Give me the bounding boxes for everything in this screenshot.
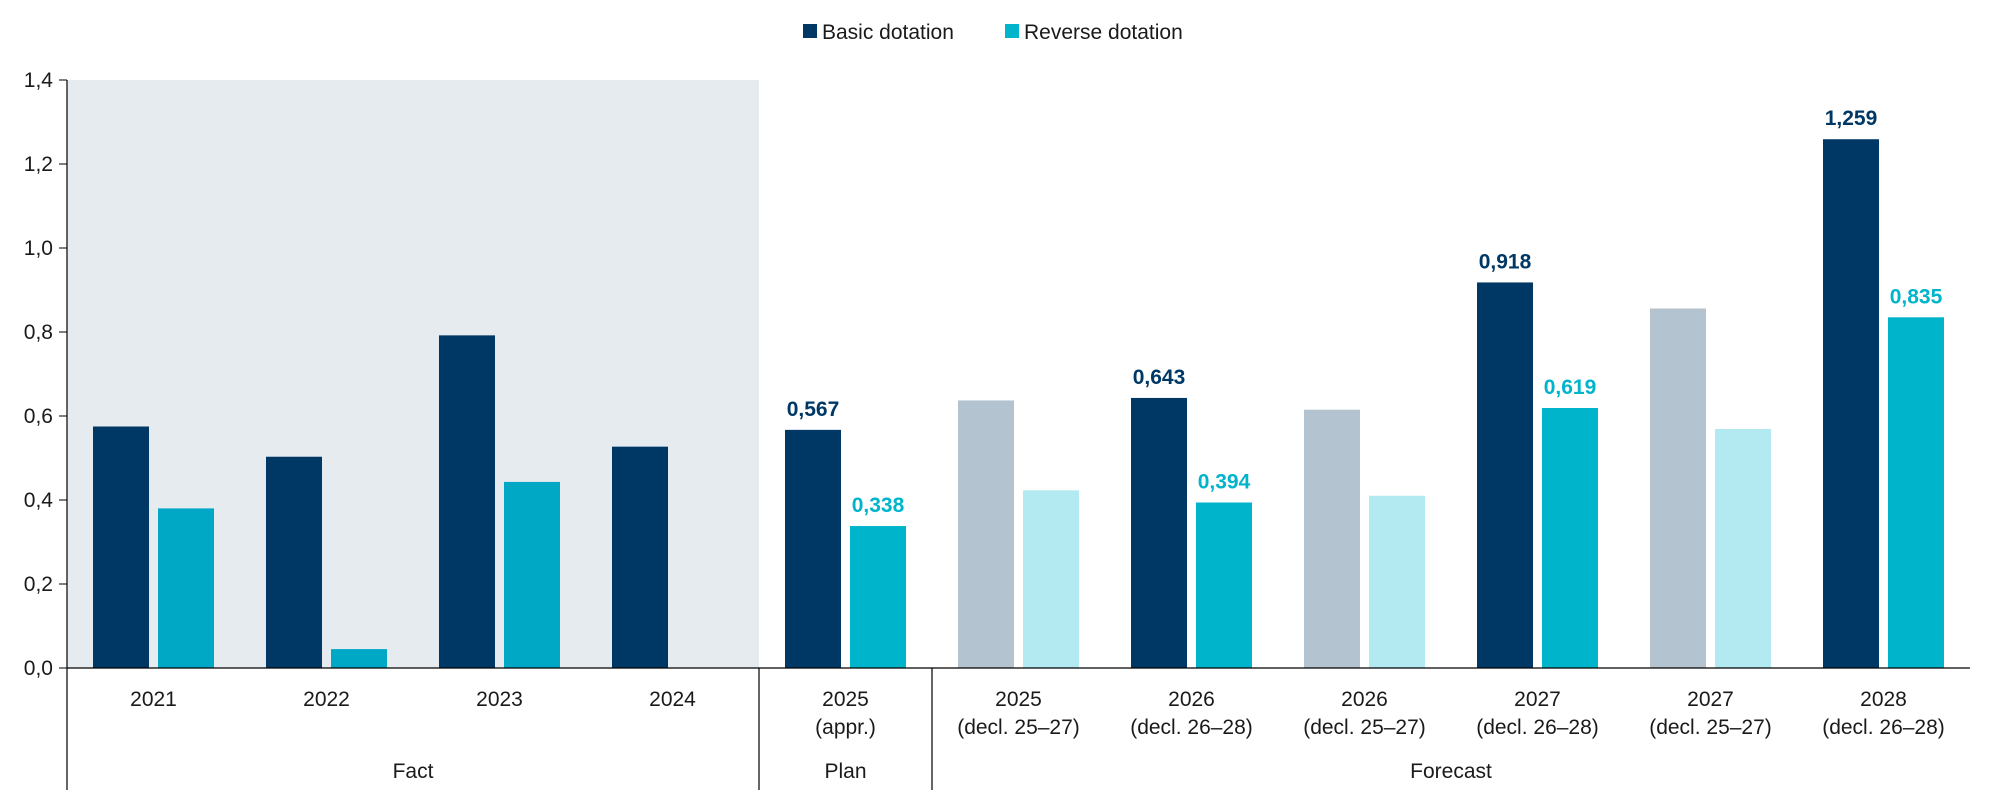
bar-reverse-dotation bbox=[1542, 408, 1598, 668]
plot-area: 0,0 0,2 0,4 0,6 0,8 1,0 1,2 1,4 0,567 0,643 0,918 1… bbox=[24, 69, 1970, 790]
category-sublabel: (decl. 25–27) bbox=[1649, 716, 1772, 739]
category-sublabel: (appr.) bbox=[815, 716, 876, 739]
category-label: 2023 bbox=[476, 688, 523, 711]
group-label: Fact bbox=[393, 760, 434, 783]
bar-basic-dotation bbox=[1650, 308, 1706, 668]
y-tick-label: 0,0 bbox=[24, 657, 53, 680]
category-label: 2025 bbox=[822, 688, 869, 711]
y-tick-label: 0,2 bbox=[24, 573, 53, 596]
category-sublabel: (decl. 25–27) bbox=[1303, 716, 1426, 739]
bar-basic-dotation bbox=[93, 426, 149, 668]
bar-reverse-dotation bbox=[1715, 429, 1771, 668]
bar-basic-dotation bbox=[785, 429, 841, 668]
category-sublabel: (decl. 26–28) bbox=[1476, 716, 1599, 739]
bar-reverse-dotation bbox=[1888, 317, 1944, 668]
bar-reverse-dotation bbox=[158, 508, 214, 668]
data-label-reverse: 0,835 bbox=[1890, 285, 1943, 308]
y-tick-label: 0,4 bbox=[24, 489, 54, 512]
bar-reverse-dotation bbox=[850, 526, 906, 668]
bar-reverse-dotation bbox=[331, 649, 387, 668]
bar-basic-dotation bbox=[958, 400, 1014, 668]
legend-swatch-reverse bbox=[1005, 24, 1019, 38]
bar-basic-dotation bbox=[1823, 139, 1879, 669]
bar-basic-dotation bbox=[1131, 397, 1187, 668]
legend: Basic dotation Reverse dotation bbox=[803, 21, 1183, 44]
data-label-reverse: 0,338 bbox=[852, 494, 905, 517]
group-label: Plan bbox=[824, 760, 866, 783]
data-label-basic: 1,259 bbox=[1825, 107, 1878, 130]
category-sublabel: (decl. 25–27) bbox=[957, 716, 1080, 739]
bar-reverse-dotation bbox=[1023, 490, 1079, 668]
y-tick-label: 1,0 bbox=[24, 237, 53, 260]
bar-basic-dotation bbox=[266, 456, 322, 668]
bar-basic-dotation bbox=[439, 335, 495, 668]
data-label-basic: 0,918 bbox=[1479, 250, 1532, 273]
category-label: 2022 bbox=[303, 688, 350, 711]
category-sublabel: (decl. 26–28) bbox=[1822, 716, 1945, 739]
group-label: Forecast bbox=[1410, 760, 1492, 783]
data-label-reverse: 0,394 bbox=[1198, 471, 1251, 494]
category-label: 2027 bbox=[1687, 688, 1734, 711]
bar-basic-dotation bbox=[1304, 409, 1360, 668]
y-tick-label: 1,2 bbox=[24, 153, 53, 176]
bar-basic-dotation bbox=[1477, 282, 1533, 668]
category-label: 2028 bbox=[1860, 688, 1907, 711]
category-label: 2025 bbox=[995, 688, 1042, 711]
data-label-reverse: 0,619 bbox=[1544, 376, 1597, 399]
bar-reverse-dotation bbox=[1196, 502, 1252, 668]
legend-swatch-basic bbox=[803, 24, 817, 38]
category-label: 2021 bbox=[130, 688, 177, 711]
bar-reverse-dotation bbox=[504, 481, 560, 668]
legend-label-basic: Basic dotation bbox=[822, 21, 954, 44]
y-tick-label: 0,6 bbox=[24, 405, 53, 428]
category-label: 2027 bbox=[1514, 688, 1561, 711]
data-label-basic: 0,567 bbox=[787, 398, 840, 421]
category-label: 2026 bbox=[1341, 688, 1388, 711]
bar-basic-dotation bbox=[612, 446, 668, 668]
legend-label-reverse: Reverse dotation bbox=[1024, 21, 1183, 44]
category-label: 2024 bbox=[649, 688, 696, 711]
y-tick-label: 0,8 bbox=[24, 321, 53, 344]
category-label: 2026 bbox=[1168, 688, 1215, 711]
y-tick-label: 1,4 bbox=[24, 69, 54, 92]
bar-reverse-dotation bbox=[1369, 495, 1425, 668]
category-sublabel: (decl. 26–28) bbox=[1130, 716, 1253, 739]
data-label-basic: 0,643 bbox=[1133, 366, 1186, 389]
